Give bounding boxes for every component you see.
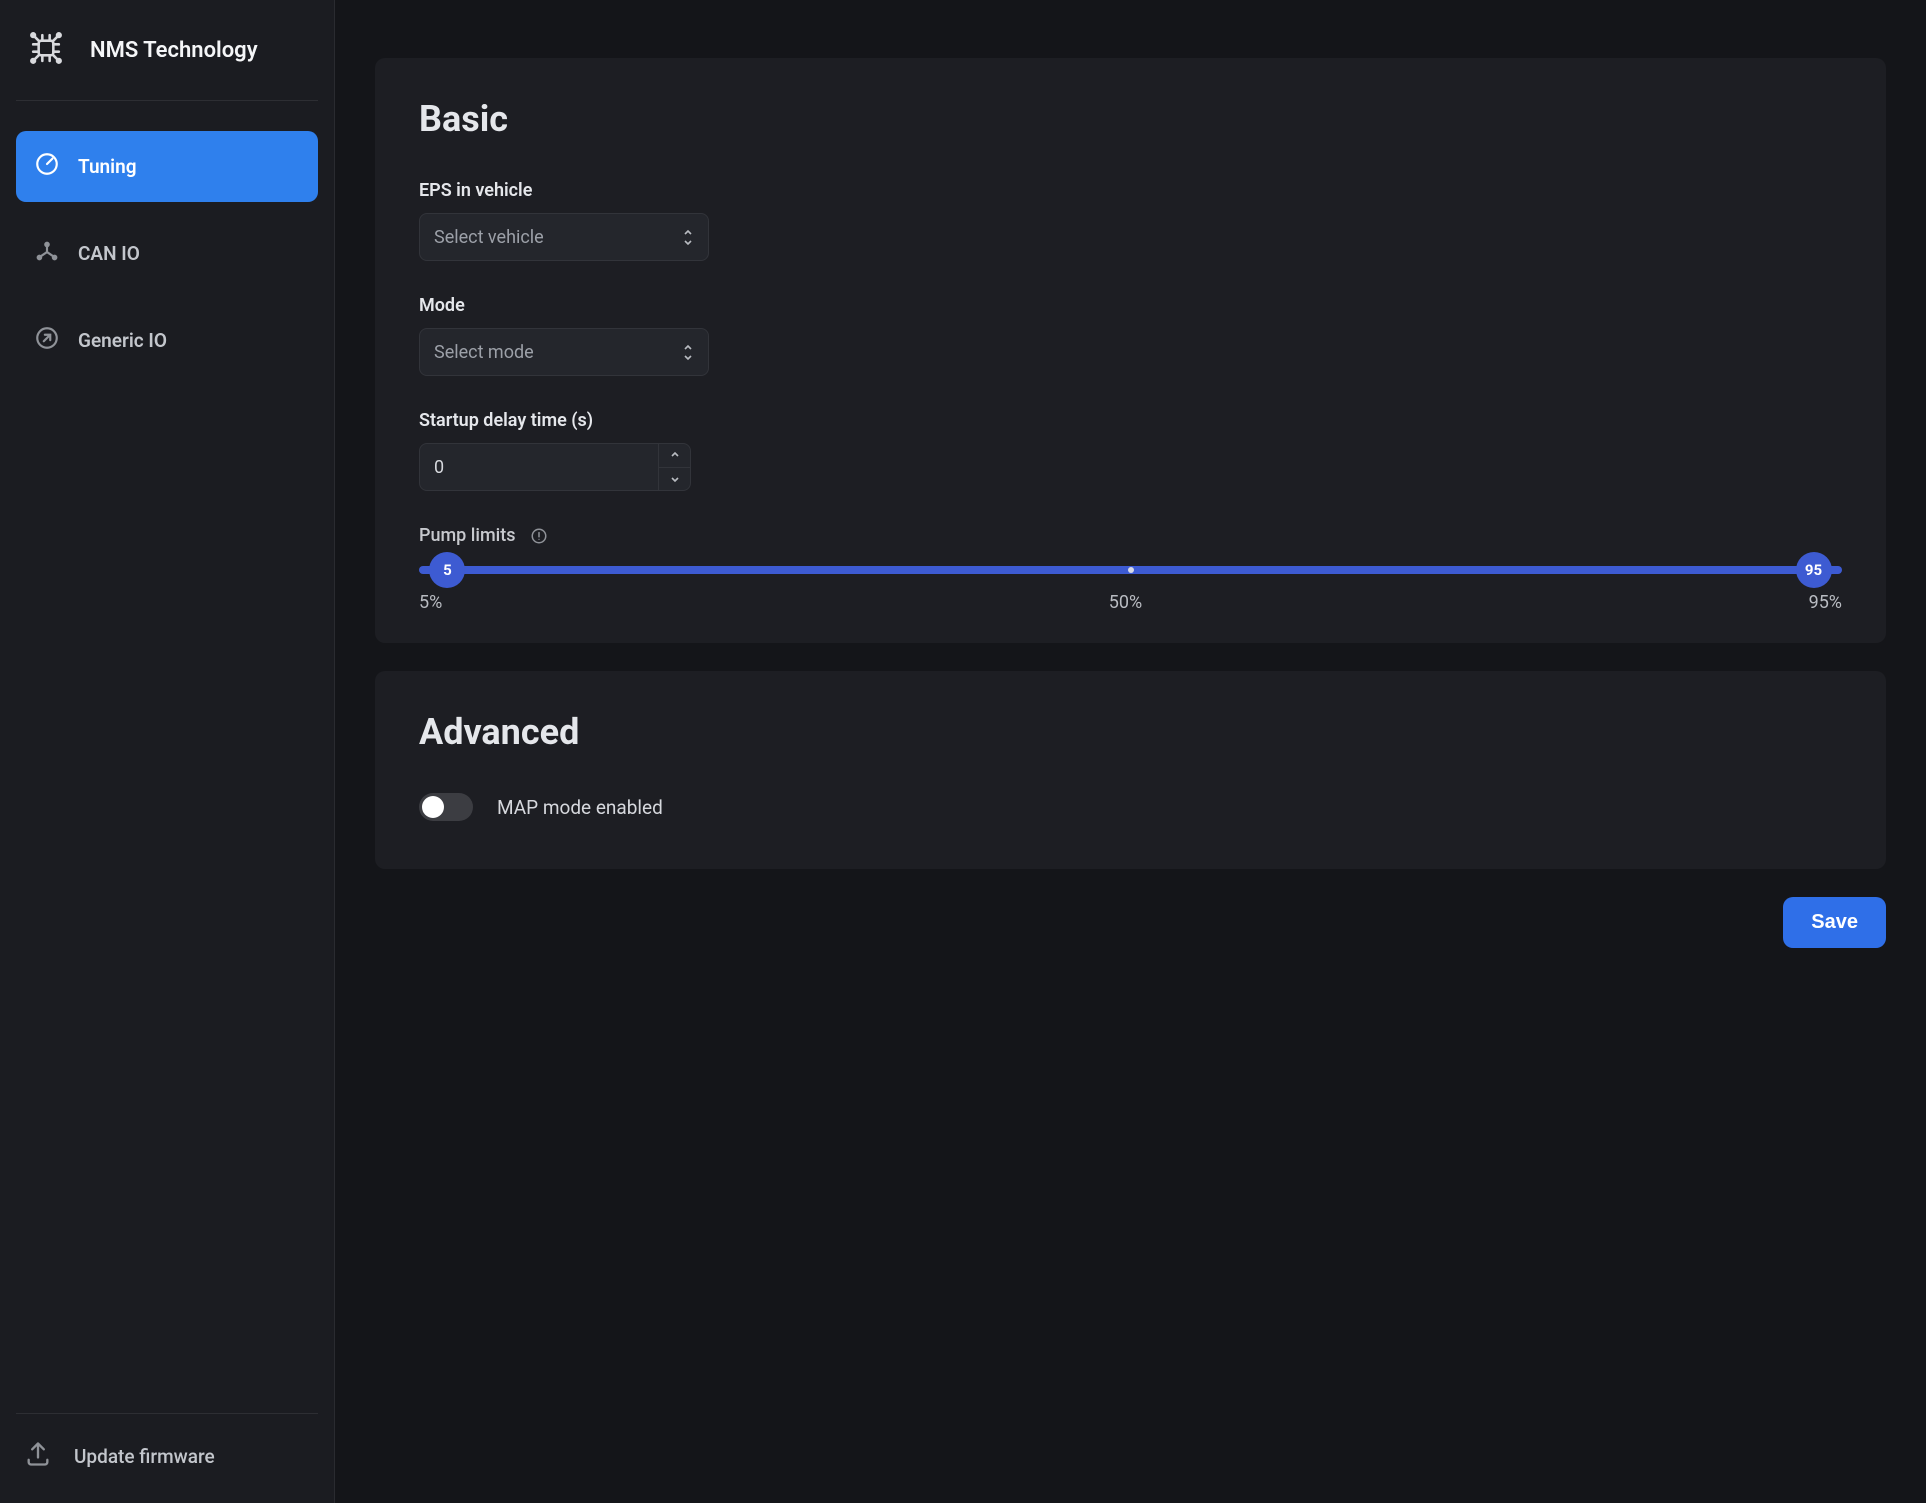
- field-label: Mode: [419, 295, 1842, 316]
- info-icon[interactable]: [529, 526, 549, 546]
- mode-select[interactable]: Select mode: [419, 328, 709, 376]
- pump-limits-slider[interactable]: 5 95: [419, 566, 1842, 574]
- nav-label: Tuning: [78, 155, 137, 178]
- number-value: 0: [420, 457, 658, 478]
- nav-item-generic-io[interactable]: Generic IO: [16, 305, 318, 376]
- field-label: Startup delay time (s): [419, 410, 1842, 431]
- slider-tick: 50%: [1109, 592, 1142, 613]
- basic-card: Basic EPS in vehicle Select vehicle Mode…: [375, 58, 1886, 643]
- slider-handle-high[interactable]: 95: [1796, 552, 1832, 588]
- field-label: EPS in vehicle: [419, 180, 1842, 201]
- field-label: Pump limits: [419, 525, 1842, 546]
- slider-tick: 95%: [1809, 592, 1842, 613]
- save-row: Save: [375, 897, 1886, 948]
- pump-limits-field: Pump limits 5 95 5% 50% 95%: [419, 525, 1842, 613]
- slider-tick: 5%: [419, 592, 442, 613]
- field-startup-delay: Startup delay time (s) 0: [419, 410, 1842, 491]
- nav-item-tuning[interactable]: Tuning: [16, 131, 318, 202]
- spin-up-button[interactable]: [659, 444, 690, 467]
- spin-down-button[interactable]: [659, 467, 690, 491]
- slider-handle-low[interactable]: 5: [429, 552, 465, 588]
- nav-list: Tuning CAN IO Generic IO: [16, 131, 318, 376]
- brand-logo-icon: [24, 26, 68, 74]
- select-placeholder: Select vehicle: [434, 227, 682, 248]
- upload-icon: [24, 1440, 52, 1473]
- update-firmware-button[interactable]: Update firmware: [16, 1413, 318, 1503]
- slider-ticks: 5% 50% 95%: [419, 592, 1842, 613]
- eps-vehicle-select[interactable]: Select vehicle: [419, 213, 709, 261]
- can-node-icon: [34, 238, 60, 269]
- map-mode-toggle[interactable]: [419, 793, 473, 821]
- nav-label: CAN IO: [78, 242, 140, 265]
- toggle-knob: [422, 796, 444, 818]
- map-mode-row: MAP mode enabled: [419, 793, 1842, 821]
- main-content: Basic EPS in vehicle Select vehicle Mode…: [335, 0, 1926, 1503]
- brand-row: NMS Technology: [16, 16, 318, 101]
- field-mode: Mode Select mode: [419, 295, 1842, 376]
- slider-midpoint-dot: [1128, 567, 1134, 573]
- chevron-updown-icon: [682, 229, 694, 246]
- field-eps: EPS in vehicle Select vehicle: [419, 180, 1842, 261]
- advanced-heading: Advanced: [419, 711, 1842, 753]
- save-button[interactable]: Save: [1783, 897, 1886, 948]
- nav-label: Generic IO: [78, 329, 167, 352]
- gauge-icon: [34, 151, 60, 182]
- startup-delay-input[interactable]: 0: [419, 443, 691, 491]
- arrow-out-icon: [34, 325, 60, 356]
- pump-limits-label-text: Pump limits: [419, 525, 515, 546]
- basic-heading: Basic: [419, 98, 1842, 140]
- number-spinners: [658, 444, 690, 490]
- brand-title: NMS Technology: [90, 38, 258, 63]
- select-placeholder: Select mode: [434, 342, 682, 363]
- chevron-updown-icon: [682, 344, 694, 361]
- nav-item-can-io[interactable]: CAN IO: [16, 218, 318, 289]
- map-mode-label: MAP mode enabled: [497, 796, 663, 819]
- advanced-card: Advanced MAP mode enabled: [375, 671, 1886, 869]
- sidebar: NMS Technology Tuning CAN IO: [0, 0, 335, 1503]
- update-firmware-label: Update firmware: [74, 1445, 215, 1468]
